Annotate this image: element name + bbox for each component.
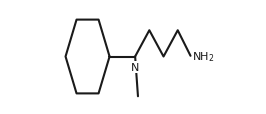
Text: NH$_2$: NH$_2$: [192, 49, 214, 63]
Text: N: N: [131, 63, 139, 73]
